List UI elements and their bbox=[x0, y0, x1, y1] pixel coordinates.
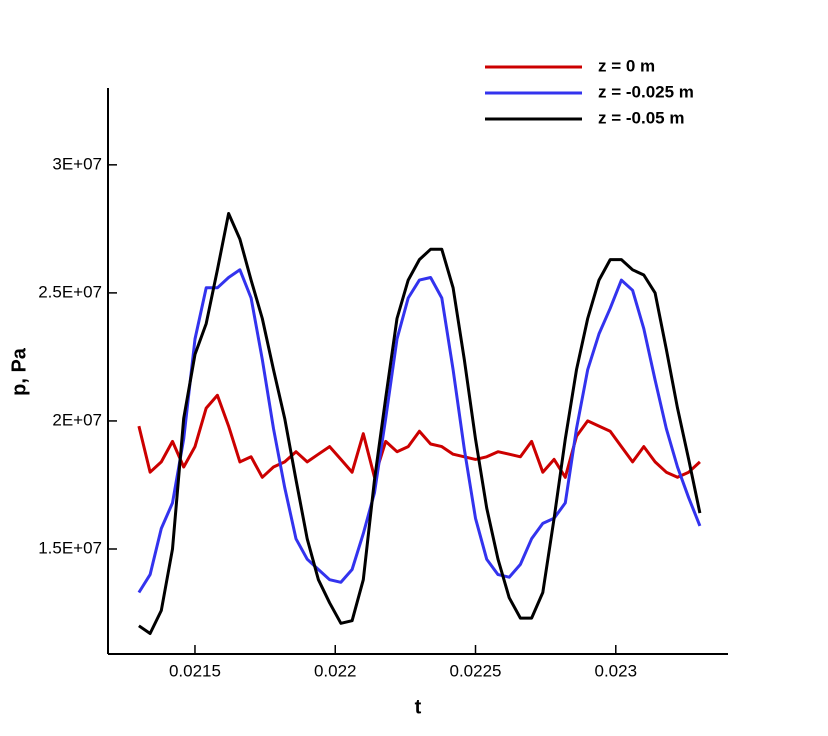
y-axis-label: p, Pa bbox=[8, 347, 30, 396]
x-axis-label: t bbox=[415, 696, 422, 718]
x-tick-label: 0.0225 bbox=[450, 661, 502, 680]
y-tick-label: 3E+07 bbox=[52, 154, 102, 173]
series-line bbox=[137, 393, 701, 479]
series-line bbox=[137, 268, 702, 594]
x-tick-label: 0.0215 bbox=[169, 661, 221, 680]
y-tick-label: 1.5E+07 bbox=[38, 538, 102, 557]
x-tick-label: 0.023 bbox=[595, 661, 638, 680]
legend-label: z = -0.05 m bbox=[598, 108, 684, 127]
series-line bbox=[138, 212, 702, 635]
y-tick-label: 2E+07 bbox=[52, 410, 102, 429]
legend-label: z = -0.025 m bbox=[598, 82, 694, 101]
y-tick-label: 2.5E+07 bbox=[38, 282, 102, 301]
legend-label: z = 0 m bbox=[598, 56, 655, 75]
x-tick-label: 0.022 bbox=[314, 661, 357, 680]
